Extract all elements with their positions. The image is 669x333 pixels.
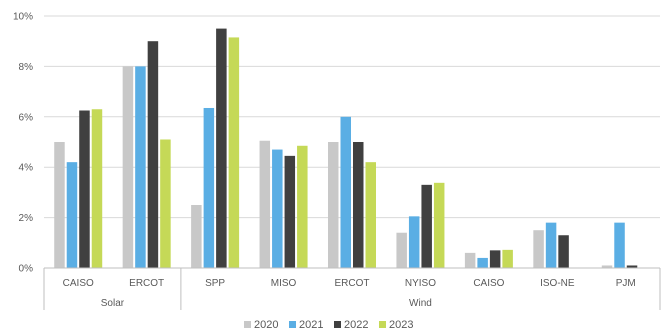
bar-2022-miso [284,155,296,268]
bar-2021-ercot [135,66,146,269]
axis-layer: 0% 2% 4% 6% 8% 10% CAISO ERCOT SPP MISO ERCOT NYISO… [13,12,661,310]
bar-2022-caiso [79,110,90,268]
x-tick-label: CAISO [63,278,94,289]
x-tick-label: PJM [616,278,636,289]
y-tick-label: 10% [13,12,33,23]
bar-2021-spp [203,107,215,268]
bar-2023-caiso [91,109,103,269]
bar-2021-pjm [614,222,625,268]
bar-2021-caiso [477,257,488,268]
group-label: Solar [101,298,125,309]
bar-2021-miso [272,149,283,268]
x-tick-label: MISO [271,278,297,289]
bar-2020-nyiso [396,232,407,268]
x-tick-label: SPP [205,278,225,289]
bar-2020-miso [259,140,271,268]
bar-2021-ercot [340,116,351,268]
legend-label-2022: 2022 [344,319,368,331]
legend-swatch-2021 [289,321,296,328]
y-tick-label: 2% [19,213,34,224]
x-tick-label: ERCOT [335,278,370,289]
bar-2020-caiso [54,142,65,268]
bar-2021-nyiso [408,216,420,268]
bar-2023-nyiso [433,182,445,268]
bar-2020-caiso [464,252,476,268]
y-tick-label: 4% [19,163,34,174]
bar-2022-ercot [353,142,364,268]
x-tick-label: ERCOT [129,278,164,289]
x-tick-label: NYISO [405,278,436,289]
y-tick-label: 8% [19,62,34,73]
bar-2022-caiso [489,250,501,268]
bar-2023-ercot [160,139,171,268]
bar-2022-iso-ne [558,235,569,268]
bar-2023-caiso [502,249,513,268]
bar-2022-ercot [147,41,159,269]
bar-layer [54,28,638,269]
bar-2020-ercot [122,66,134,269]
bar-2020-spp [191,205,202,268]
y-tick-label: 6% [19,112,34,123]
legend-swatch-2022 [334,321,341,328]
group-label: Wind [409,298,432,309]
legend: 2020 2021 2022 2023 [244,319,413,331]
bar-2022-nyiso [421,184,432,268]
x-tick-label: CAISO [473,278,504,289]
bar-2022-spp [216,28,227,268]
legend-swatch-2023 [379,321,386,328]
bar-2021-iso-ne [545,222,557,268]
legend-label-2021: 2021 [299,319,323,331]
bar-2020-ercot [328,142,339,268]
bar-2023-ercot [365,162,376,268]
x-tick-label: ISO-NE [540,278,575,289]
legend-label-2023: 2023 [389,319,413,331]
bar-2023-miso [297,145,308,268]
grid-layer [44,15,660,219]
legend-swatch-2020 [244,321,251,328]
y-tick-label: 0% [19,264,34,275]
bar-2021-caiso [66,162,78,268]
bar-2022-pjm [626,265,638,268]
bar-2020-pjm [601,265,613,268]
bar-2023-spp [228,37,240,268]
legend-label-2020: 2020 [254,319,278,331]
bar-2020-iso-ne [533,230,544,268]
